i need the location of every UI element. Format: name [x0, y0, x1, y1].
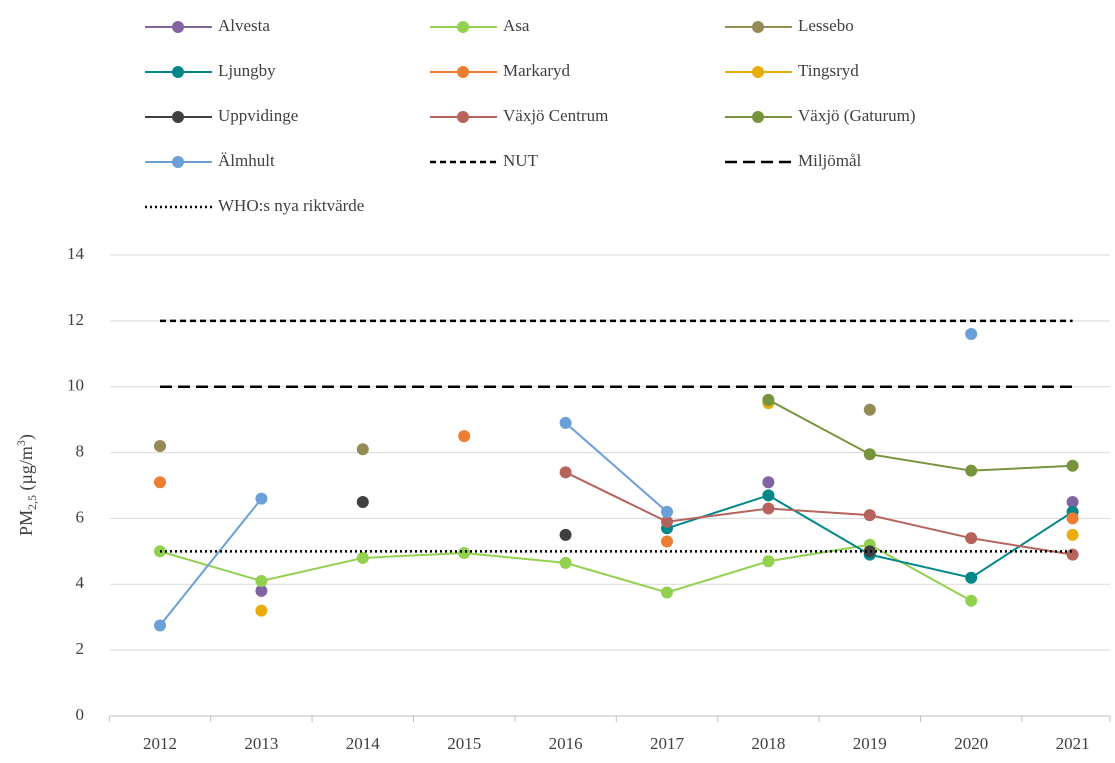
x-tick-label: 2012 — [143, 734, 177, 753]
y-tick-label: 14 — [67, 244, 85, 263]
legend-marker — [172, 156, 184, 168]
x-tick-label: 2020 — [954, 734, 988, 753]
y-tick-label: 10 — [67, 376, 84, 395]
data-point — [255, 604, 268, 617]
data-point — [1066, 459, 1079, 472]
x-tick-label: 2017 — [650, 734, 685, 753]
legend-label: Tingsryd — [798, 61, 859, 80]
data-point — [154, 619, 166, 632]
y-label-sup: 3 — [14, 440, 28, 446]
data-point — [965, 594, 978, 607]
legend-marker — [172, 66, 184, 78]
x-tick-label: 2018 — [751, 734, 785, 753]
data-point — [356, 443, 369, 456]
x-tick-label: 2021 — [1056, 734, 1090, 753]
y-tick-label: 8 — [76, 441, 85, 460]
x-tick-label: 2015 — [447, 734, 481, 753]
data-point — [255, 492, 268, 505]
data-point — [661, 535, 673, 548]
legend-label: Ljungby — [218, 61, 276, 80]
series-line — [767, 399, 1073, 472]
legend-marker — [457, 111, 469, 123]
data-point — [863, 403, 876, 416]
legend-label: NUT — [503, 151, 539, 170]
data-point — [762, 393, 775, 406]
y-tick-label: 6 — [76, 507, 85, 526]
data-point — [762, 502, 775, 515]
data-point — [559, 528, 572, 541]
data-point — [1066, 512, 1079, 525]
y-tick-label: 4 — [76, 573, 85, 592]
data-point — [154, 476, 166, 489]
data-point — [661, 586, 673, 599]
y-axis-label: PM2,5 (µg/m3) — [14, 434, 39, 536]
data-point — [965, 464, 978, 477]
data-point — [255, 574, 268, 587]
data-point — [965, 532, 978, 545]
y-label-part: ) — [16, 434, 37, 440]
x-tick-label: 2013 — [244, 734, 278, 753]
legend-label: Asa — [503, 16, 530, 35]
data-point — [661, 515, 673, 528]
legend-label: Markaryd — [503, 61, 571, 80]
legend-marker — [172, 111, 184, 123]
data-point — [863, 545, 876, 558]
legend-marker — [457, 66, 469, 78]
series-line — [159, 543, 972, 602]
y-tick-label: 2 — [76, 639, 85, 658]
x-tick-label: 2014 — [346, 734, 381, 753]
y-label-sub: 2,5 — [25, 495, 39, 510]
data-point — [1066, 495, 1079, 508]
data-point — [1066, 528, 1079, 541]
series-line — [666, 494, 1074, 579]
data-point — [559, 466, 572, 479]
y-tick-label: 0 — [76, 705, 85, 724]
legend-marker — [752, 66, 764, 78]
y-tick-label: 12 — [67, 310, 84, 329]
x-tick-label: 2016 — [549, 734, 583, 753]
data-point — [356, 551, 369, 564]
data-point — [559, 416, 572, 429]
data-point — [356, 495, 369, 508]
y-label-part: (µg/m — [16, 446, 37, 495]
data-point — [863, 509, 876, 522]
legend-label: Älmhult — [218, 151, 275, 170]
legend-label: Växjö Centrum — [503, 106, 608, 125]
legend-marker — [752, 111, 764, 123]
series-line — [565, 471, 1073, 556]
data-point — [965, 328, 978, 341]
data-point — [154, 439, 166, 452]
data-point — [458, 430, 471, 443]
legend-label: Lessebo — [798, 16, 854, 35]
data-point — [863, 448, 876, 461]
data-point — [762, 476, 775, 489]
legend-marker — [457, 21, 469, 33]
legend-marker — [752, 21, 764, 33]
x-tick-label: 2019 — [853, 734, 887, 753]
legend-label: Alvesta — [218, 16, 270, 35]
data-point — [458, 547, 471, 560]
data-point — [762, 555, 775, 568]
data-point — [1066, 548, 1079, 561]
data-point — [559, 556, 572, 569]
data-point — [965, 571, 978, 584]
y-label-part: PM — [16, 510, 36, 536]
legend-label: Miljömål — [798, 151, 862, 170]
series-line — [160, 334, 971, 625]
legend-marker — [172, 21, 184, 33]
data-point — [255, 584, 268, 597]
data-point — [661, 505, 673, 518]
legend-label: WHO:s nya riktvärde — [218, 196, 364, 215]
data-point — [762, 489, 775, 502]
legend-label: Växjö (Gaturum) — [798, 106, 916, 125]
legend-label: Uppvidinge — [218, 106, 298, 125]
